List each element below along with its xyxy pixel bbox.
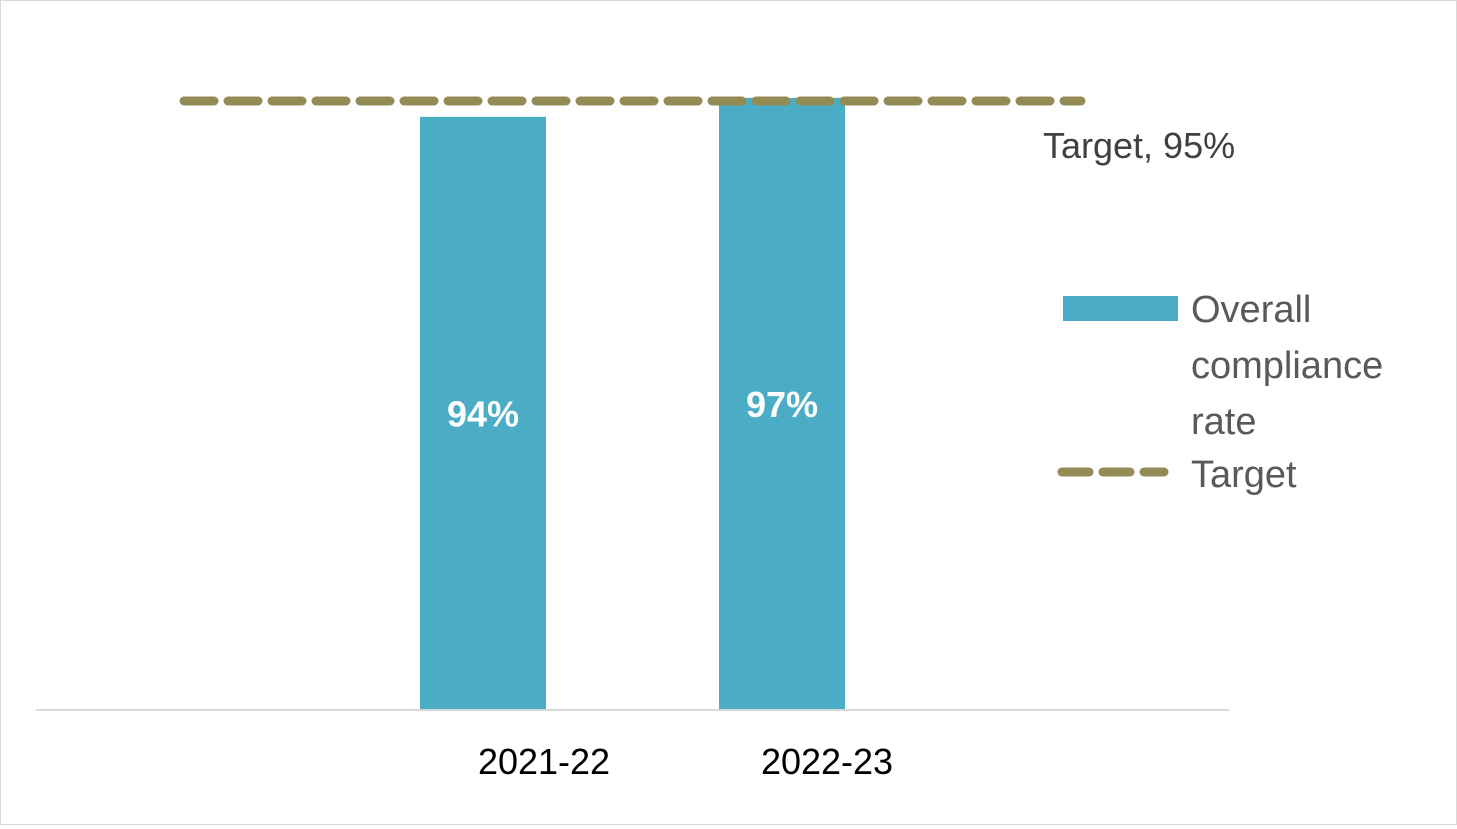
- data-label-2022-23: 97%: [746, 384, 818, 425]
- category-label-2022-23: 2022-23: [761, 741, 893, 782]
- data-labels-group: 94% 97%: [447, 384, 818, 434]
- legend-label-line-3: rate: [1191, 401, 1256, 443]
- target-label: Target, 95%: [1043, 125, 1235, 166]
- legend-label-line-1: Overall: [1191, 289, 1311, 331]
- legend: Overall compliance rate Target: [1057, 289, 1394, 496]
- bars-group: [420, 97, 845, 711]
- data-label-2021-22: 94%: [447, 393, 519, 434]
- category-label-2021-22: 2021-22: [478, 741, 610, 782]
- legend-swatch-compliance-rate: [1063, 296, 1178, 321]
- legend-label-target: Target: [1191, 454, 1297, 496]
- legend-label-compliance-rate: Overall compliance rate: [1191, 289, 1394, 443]
- legend-label-line-2: compliance: [1191, 345, 1383, 387]
- category-labels-group: 2021-22 2022-23: [478, 741, 893, 782]
- bar-2021-22: [420, 116, 546, 711]
- bar-2022-23: [719, 97, 845, 711]
